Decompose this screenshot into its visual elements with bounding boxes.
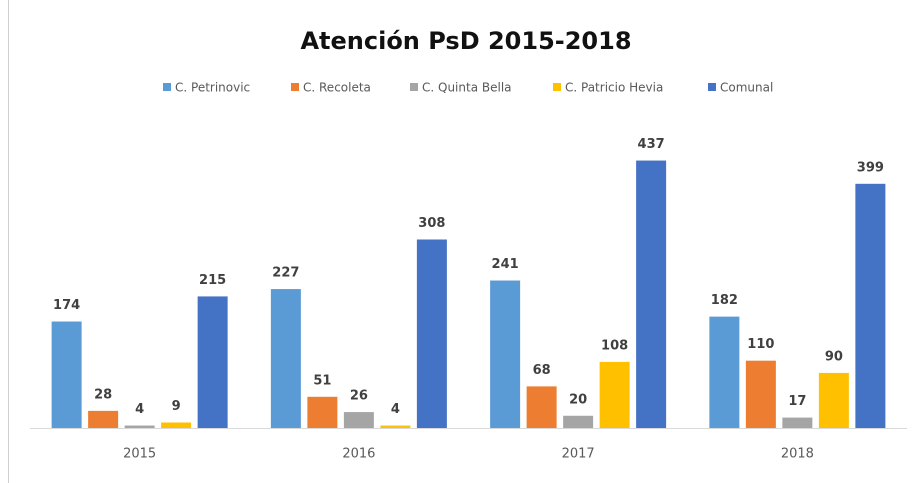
legend-swatch <box>291 83 299 91</box>
bar <box>161 422 192 428</box>
data-label: 108 <box>601 338 628 353</box>
bar <box>490 280 521 428</box>
bar <box>745 360 776 428</box>
bar <box>782 417 813 428</box>
data-label: 20 <box>569 392 587 407</box>
data-label: 26 <box>350 389 368 404</box>
x-tick-label: 2016 <box>342 447 375 462</box>
legend-swatch <box>553 83 561 91</box>
bar <box>124 425 155 428</box>
bar <box>636 160 667 428</box>
data-label: 182 <box>711 293 738 308</box>
data-label: 308 <box>418 216 445 231</box>
data-label: 9 <box>172 399 181 414</box>
legend-label: Comunal <box>720 81 773 95</box>
bar <box>307 396 338 428</box>
bar <box>855 183 886 428</box>
data-label: 174 <box>53 298 80 313</box>
bar <box>818 372 849 428</box>
data-label: 17 <box>788 394 806 409</box>
data-label: 110 <box>747 337 774 352</box>
legend-swatch <box>410 83 418 91</box>
bar <box>51 321 82 428</box>
bar <box>416 239 447 428</box>
bar <box>599 361 630 428</box>
bar <box>563 415 594 428</box>
legend-swatch <box>163 83 171 91</box>
data-label: 28 <box>94 387 112 402</box>
bar <box>380 425 411 428</box>
data-label: 68 <box>533 363 551 378</box>
data-label: 4 <box>135 402 144 417</box>
data-label: 399 <box>857 160 884 175</box>
bar <box>197 296 228 428</box>
data-label: 90 <box>825 349 843 364</box>
legend-label: C. Petrinovic <box>175 81 250 95</box>
data-label: 215 <box>199 273 226 288</box>
data-label: 241 <box>492 257 519 272</box>
x-tick-label: 2017 <box>562 447 595 462</box>
legend-label: C. Quinta Bella <box>422 81 512 95</box>
data-label: 227 <box>272 266 299 281</box>
x-tick-label: 2018 <box>781 447 814 462</box>
bar <box>526 386 557 428</box>
data-label: 4 <box>391 402 400 417</box>
legend-label: C. Recoleta <box>303 81 371 95</box>
bar <box>270 289 301 428</box>
legend-label: C. Patricio Hevia <box>565 81 663 95</box>
data-label: 51 <box>313 373 331 388</box>
bar <box>88 410 119 428</box>
x-tick-label: 2015 <box>123 447 156 462</box>
bar <box>343 412 374 428</box>
data-label: 437 <box>638 137 665 152</box>
chart-title: Atención PsD 2015-2018 <box>300 27 631 55</box>
legend-swatch <box>708 83 716 91</box>
bar <box>709 316 740 428</box>
